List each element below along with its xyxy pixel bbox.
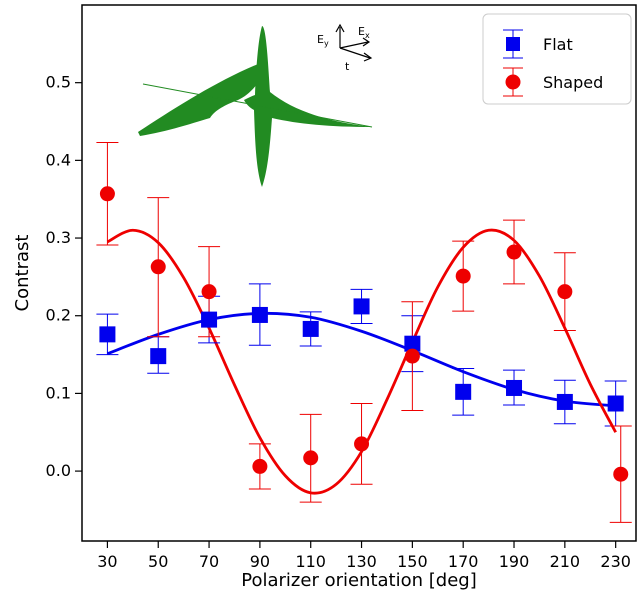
marker-flat-0 [99,326,116,343]
x-tick-label-5: 130 [346,552,377,571]
y-tick-label-2: 0.2 [46,306,71,325]
marker-shaped-9 [557,284,573,300]
error-bars [96,141,632,523]
x-tick-label-1: 50 [148,552,168,571]
polarization-trace [138,62,268,136]
x-tick-label-6: 150 [397,552,428,571]
marker-shaped-0 [99,186,115,202]
inset-label-t: t [345,60,350,73]
y-axis-ticks: 0.0 0.1 0.2 0.3 0.4 0.5 [46,73,82,480]
fit-curve-flat [106,311,616,408]
y-tick-label-4: 0.4 [46,150,71,169]
x-tick-label-2: 70 [199,552,219,571]
data-markers [99,186,629,482]
axes-glyph [339,27,371,59]
x-tick-label-7: 170 [448,552,479,571]
marker-shaped-3 [252,458,268,474]
y-axis-label: Contrast [12,235,33,312]
x-tick-label-3: 90 [250,552,270,571]
y-tick-label-1: 0.1 [46,383,71,402]
legend-shaped-label: Shaped [543,73,603,92]
legend-flat-label: Flat [543,35,573,54]
x-tick-label-9: 210 [550,552,581,571]
inset-label-ex: Ex [358,25,370,40]
y-tick-label-5: 0.5 [46,73,71,92]
x-tick-label-4: 110 [295,552,326,571]
polarization-spike [244,26,372,187]
legend-entry-flat: Flat [503,29,573,59]
ex-arrow [339,41,369,49]
marker-flat-6 [404,335,421,352]
marker-shaped-7 [455,268,471,284]
marker-shaped-2 [201,284,217,300]
marker-shaped-4 [303,450,319,466]
inset-label-ey: Ey [317,33,329,48]
marker-flat-4 [302,320,319,337]
marker-shaped-1 [150,259,166,275]
x-tick-label-8: 190 [499,552,530,571]
polarization-inset: Ey Ex t [138,23,373,187]
marker-flat-2 [201,311,218,328]
marker-flat-1 [150,348,167,365]
t-arrow [339,47,371,59]
plot-frame [81,4,637,542]
marker-shaped-5 [354,436,370,452]
ey-arrowhead [335,23,345,33]
legend-entry-shaped: Shaped [503,67,603,97]
legend-shaped-marker [505,74,521,90]
marker-shaped-8 [506,244,522,260]
t-arrowhead [363,52,373,62]
marker-flat-3 [251,306,268,323]
legend-flat-marker [506,37,520,51]
marker-shaped-10 [613,466,629,482]
marker-flat-5 [353,298,370,315]
x-axis-label: Polarizer orientation [deg] [241,570,476,591]
legend: Flat Shaped [482,13,632,105]
x-axis-ticks: 30 50 70 90 110 130 150 170 190 210 230 [97,541,631,571]
ex-arrowhead [362,37,371,47]
x-tick-label-0: 30 [97,552,117,571]
polarization-thin-line [142,83,373,128]
y-tick-label-0: 0.0 [46,461,71,480]
marker-shaped-6 [404,348,420,364]
x-tick-label-10: 230 [600,552,631,571]
marker-flat-10 [607,395,624,412]
marker-flat-9 [556,393,573,410]
marker-flat-7 [455,383,472,400]
y-tick-label-3: 0.3 [46,228,71,247]
marker-flat-8 [506,379,523,396]
